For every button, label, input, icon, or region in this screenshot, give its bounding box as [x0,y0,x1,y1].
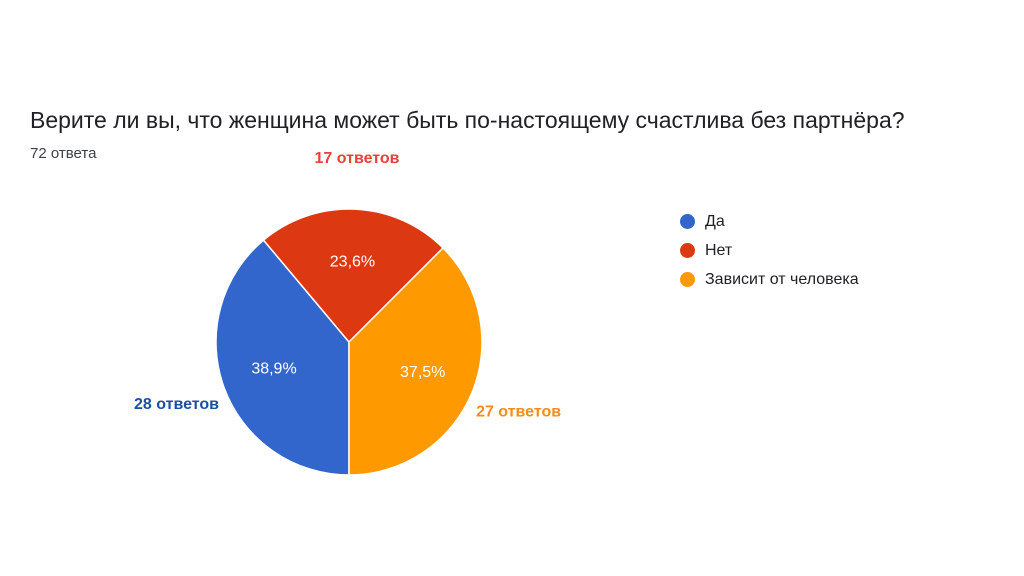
legend-swatch-da [680,214,695,229]
pie-slice-zavisit[interactable] [348,246,483,476]
slice-count-label-da: 28 ответов [134,396,219,413]
question-title: Верите ли вы, что женщина может быть по-… [30,107,905,133]
legend-item-net[interactable]: Нет [680,236,859,265]
legend-swatch-zavisit [680,272,695,287]
legend-swatch-net [680,243,695,258]
pie-slice-net[interactable] [262,208,445,344]
slice-count-label-zavisit: 27 ответов [476,403,561,420]
slice-percent-label-zavisit: 37,5% [400,364,445,381]
legend-item-da[interactable]: Да [680,207,859,236]
legend-label-da: Да [705,212,725,230]
slice-count-label-net: 17 ответов [315,150,400,167]
legend-label-zavisit: Зависит от человека [705,270,859,288]
legend-item-zavisit[interactable]: Зависит от человека [680,265,859,294]
pie-slice-da[interactable] [215,239,350,476]
response-count: 72 ответа [30,145,97,162]
chart-legend: Да Нет Зависит от человека [680,207,859,294]
slice-percent-label-da: 38,9% [251,361,296,378]
legend-label-net: Нет [705,241,733,259]
slice-percent-label-net: 23,6% [330,253,375,270]
